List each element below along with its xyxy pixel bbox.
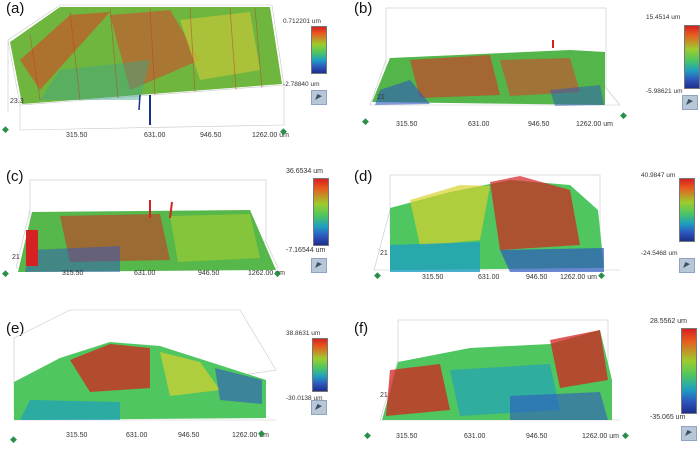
surface-plot — [13, 309, 277, 421]
colorbar-min: -2.78840 um — [283, 81, 320, 88]
panel-label: (c) — [6, 168, 24, 185]
axis-tick: 1262.00 um — [248, 270, 285, 277]
axis-orientation-icon: ◆ — [280, 126, 287, 136]
colorbar — [313, 178, 329, 246]
colorbar-min: -24.5468 um — [641, 250, 678, 257]
axis-tick: 631.00 — [126, 432, 148, 439]
axis-tick: 946.50 — [526, 433, 548, 440]
colorbar — [311, 26, 327, 74]
colorbar-settings-icon[interactable] — [311, 258, 327, 273]
colorbar-max: 36.6534 um — [286, 168, 323, 175]
surface-plot — [15, 179, 279, 272]
panel-d: (d) 21 315.50 631.00 946.50 1262.00 um ◆… — [350, 150, 700, 300]
panel-b: (b) 21 315.50 631.00 946.50 1262.00 um ◆… — [350, 0, 700, 150]
axis-tick: 21 — [380, 250, 388, 257]
axis-tick: 946.50 — [198, 270, 220, 277]
axis-tick: 21 — [380, 392, 388, 399]
colorbar-settings-icon[interactable] — [679, 258, 695, 273]
axis-orientation-icon: ◆ — [2, 268, 9, 278]
axis-orientation-icon: ◆ — [258, 428, 265, 438]
colorbar-max: 40.9847 um — [641, 172, 676, 179]
axis-tick: 631.00 — [134, 270, 156, 277]
colorbar-settings-icon[interactable] — [681, 426, 697, 441]
axis-tick: 946.50 — [528, 121, 550, 128]
panel-label: (d) — [354, 168, 373, 185]
colorbar-max: 15.4514 um — [646, 14, 681, 21]
axis-orientation-icon: ◆ — [374, 270, 381, 280]
axis-orientation-icon: ◆ — [274, 268, 281, 278]
panel-f: (f) 21 315.50 631.00 946.50 1262.00 um ◆… — [350, 300, 700, 450]
axis-tick: 315.50 — [396, 433, 418, 440]
colorbar — [312, 338, 328, 392]
axis-tick: 1262.00 um — [252, 132, 289, 139]
panel-label: (a) — [6, 0, 25, 17]
axis-orientation-icon: ◆ — [620, 110, 627, 120]
colorbar-max: 28.5562 um — [650, 318, 687, 325]
axis-tick: 631.00 — [468, 121, 490, 128]
axis-tick: 631.00 — [144, 132, 166, 139]
colorbar-min: -5.98621 um — [646, 88, 683, 95]
colorbar-settings-icon[interactable] — [311, 90, 327, 105]
axis-tick: 1262.00 um — [232, 432, 269, 439]
surface-plot — [369, 7, 621, 106]
axis-tick: 21 — [377, 94, 385, 101]
axis-tick: 1262.00 um — [582, 433, 619, 440]
axis-tick: 631.00 — [478, 274, 500, 281]
axis-orientation-icon: ◆ — [2, 124, 9, 134]
axis-tick: 946.50 — [200, 132, 222, 139]
panel-c: (c) 21 315.50 631.00 946.50 1262.00 um ◆… — [0, 150, 350, 300]
axis-orientation-icon: ◆ — [10, 434, 17, 444]
axis-orientation-icon: ◆ — [598, 270, 605, 280]
axis-tick: 315.50 — [66, 132, 88, 139]
colorbar-settings-icon[interactable] — [311, 400, 327, 415]
colorbar-max: 38.8631 um — [286, 330, 321, 337]
panel-label: (f) — [354, 320, 369, 337]
colorbar-min: -30.0138 um — [286, 395, 323, 402]
axis-tick: 1262.00 um — [576, 121, 613, 128]
colorbar-min: -35.065 um — [650, 414, 686, 421]
axis-tick: 23.3 — [10, 98, 24, 105]
axis-tick: 946.50 — [178, 432, 200, 439]
colorbar — [681, 328, 697, 414]
surface-plot — [379, 319, 620, 421]
colorbar-max: 0.712201 um — [283, 18, 321, 25]
axis-tick: 315.50 — [422, 274, 444, 281]
colorbar-min: -7.16544 um — [286, 247, 326, 254]
axis-orientation-icon: ◆ — [362, 116, 369, 126]
axis-orientation-icon: ◆ — [622, 430, 629, 440]
axis-tick: 21 — [12, 254, 20, 261]
axis-tick: 315.50 — [62, 270, 84, 277]
axis-tick: 1262.00 um — [560, 274, 597, 281]
panel-label: (b) — [354, 0, 373, 17]
colorbar — [684, 25, 700, 89]
colorbar-settings-icon[interactable] — [682, 95, 698, 110]
surface-plot — [373, 174, 620, 272]
panel-e: (e) 315.50 631.00 946.50 1262.00 um ◆ ◆ … — [0, 300, 350, 450]
surface-plot — [7, 4, 285, 131]
panel-label: (e) — [6, 320, 25, 337]
panel-a: (a) 23.3 315.50 631.00 946.50 1262.00 um… — [0, 0, 350, 150]
axis-tick: 946.50 — [526, 274, 548, 281]
axis-tick: 631.00 — [464, 433, 486, 440]
axis-tick: 315.50 — [66, 432, 88, 439]
axis-tick: 315.50 — [396, 121, 418, 128]
colorbar — [679, 178, 695, 242]
axis-orientation-icon: ◆ — [364, 430, 371, 440]
